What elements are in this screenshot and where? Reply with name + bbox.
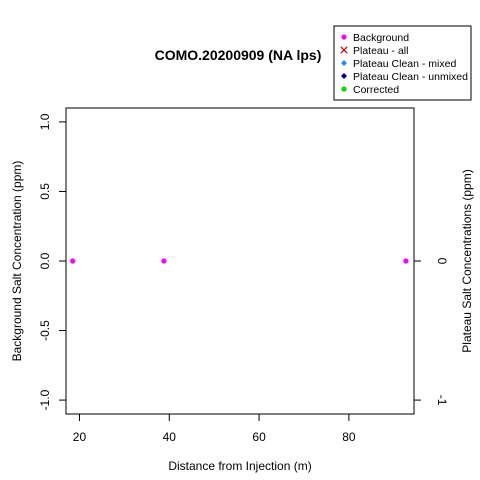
legend-marker (340, 46, 348, 54)
legend-box (333, 25, 472, 101)
y2-axis: -1 0 (414, 258, 449, 406)
legend-marker (341, 86, 347, 92)
x-tick-label: 80 (342, 430, 356, 444)
y-tick-label: -1.0 (38, 389, 52, 410)
x-tick-label: 40 (163, 430, 177, 444)
legend-marker (341, 34, 347, 40)
data-point (161, 258, 167, 264)
y-tick-label: 0.0 (38, 252, 52, 269)
chart-title: COMO.20200909 (NA lps) (155, 47, 322, 63)
y2-tick-label: -1 (435, 395, 449, 406)
y-tick-label: 1.0 (38, 113, 52, 130)
legend-label: Background (353, 32, 409, 44)
data-point (403, 258, 409, 264)
legend-marker (341, 60, 347, 66)
y2-tick-label: 0 (435, 258, 449, 265)
data-point (70, 258, 76, 264)
x-axis-label: Distance from Injection (m) (168, 459, 311, 473)
legend-label: Plateau - all (353, 45, 408, 57)
y-tick-label: -0.5 (38, 320, 52, 341)
x-tick-label: 20 (73, 430, 87, 444)
y-axis: -1.0 -0.5 0.0 0.5 1.0 (38, 113, 66, 410)
legend-label: Plateau Clean - mixed (353, 58, 456, 70)
x-axis: 20 40 60 80 (73, 414, 356, 444)
legend-marker (341, 73, 347, 79)
y2-axis-label: Plateau Salt Concentrations (ppm) (460, 169, 474, 352)
x-tick-label: 60 (252, 430, 266, 444)
data-points (70, 258, 409, 264)
y-axis-label: Background Salt Concentration (ppm) (10, 161, 24, 362)
legend-label: Plateau Clean - unmixed (353, 71, 468, 83)
plot-area (65, 107, 415, 415)
legend-label: Corrected (353, 84, 399, 96)
y-tick-label: 0.5 (38, 183, 52, 200)
